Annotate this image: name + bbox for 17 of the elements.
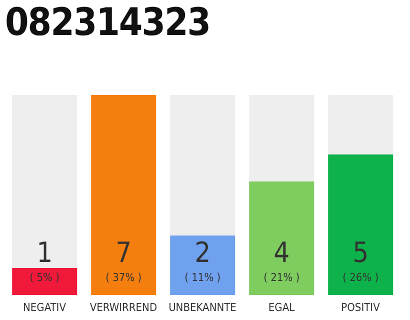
annotation: 1: [36, 236, 53, 269]
x-tick-label: NEGATIV: [23, 300, 66, 314]
annotation: 7: [116, 236, 132, 269]
data-label: ( 5% ): [30, 271, 60, 284]
annotation: 4: [274, 236, 290, 269]
x-tick-label: POSITIV: [341, 300, 380, 314]
x-tick-label: EGAL: [268, 300, 296, 314]
annotation: 2: [194, 236, 211, 269]
data-label: ( 21% ): [264, 271, 300, 284]
annotation: 5: [352, 236, 369, 269]
bar: [12, 268, 78, 295]
data-label: ( 26% ): [342, 271, 379, 284]
chart-title: 082314323: [5, 0, 210, 44]
x-tick-label: VERWIRREND: [90, 300, 158, 314]
data-label: ( 11% ): [184, 271, 221, 284]
x-tick-label: UNBEKANNTE: [168, 300, 236, 314]
data-label: ( 37% ): [106, 271, 142, 284]
